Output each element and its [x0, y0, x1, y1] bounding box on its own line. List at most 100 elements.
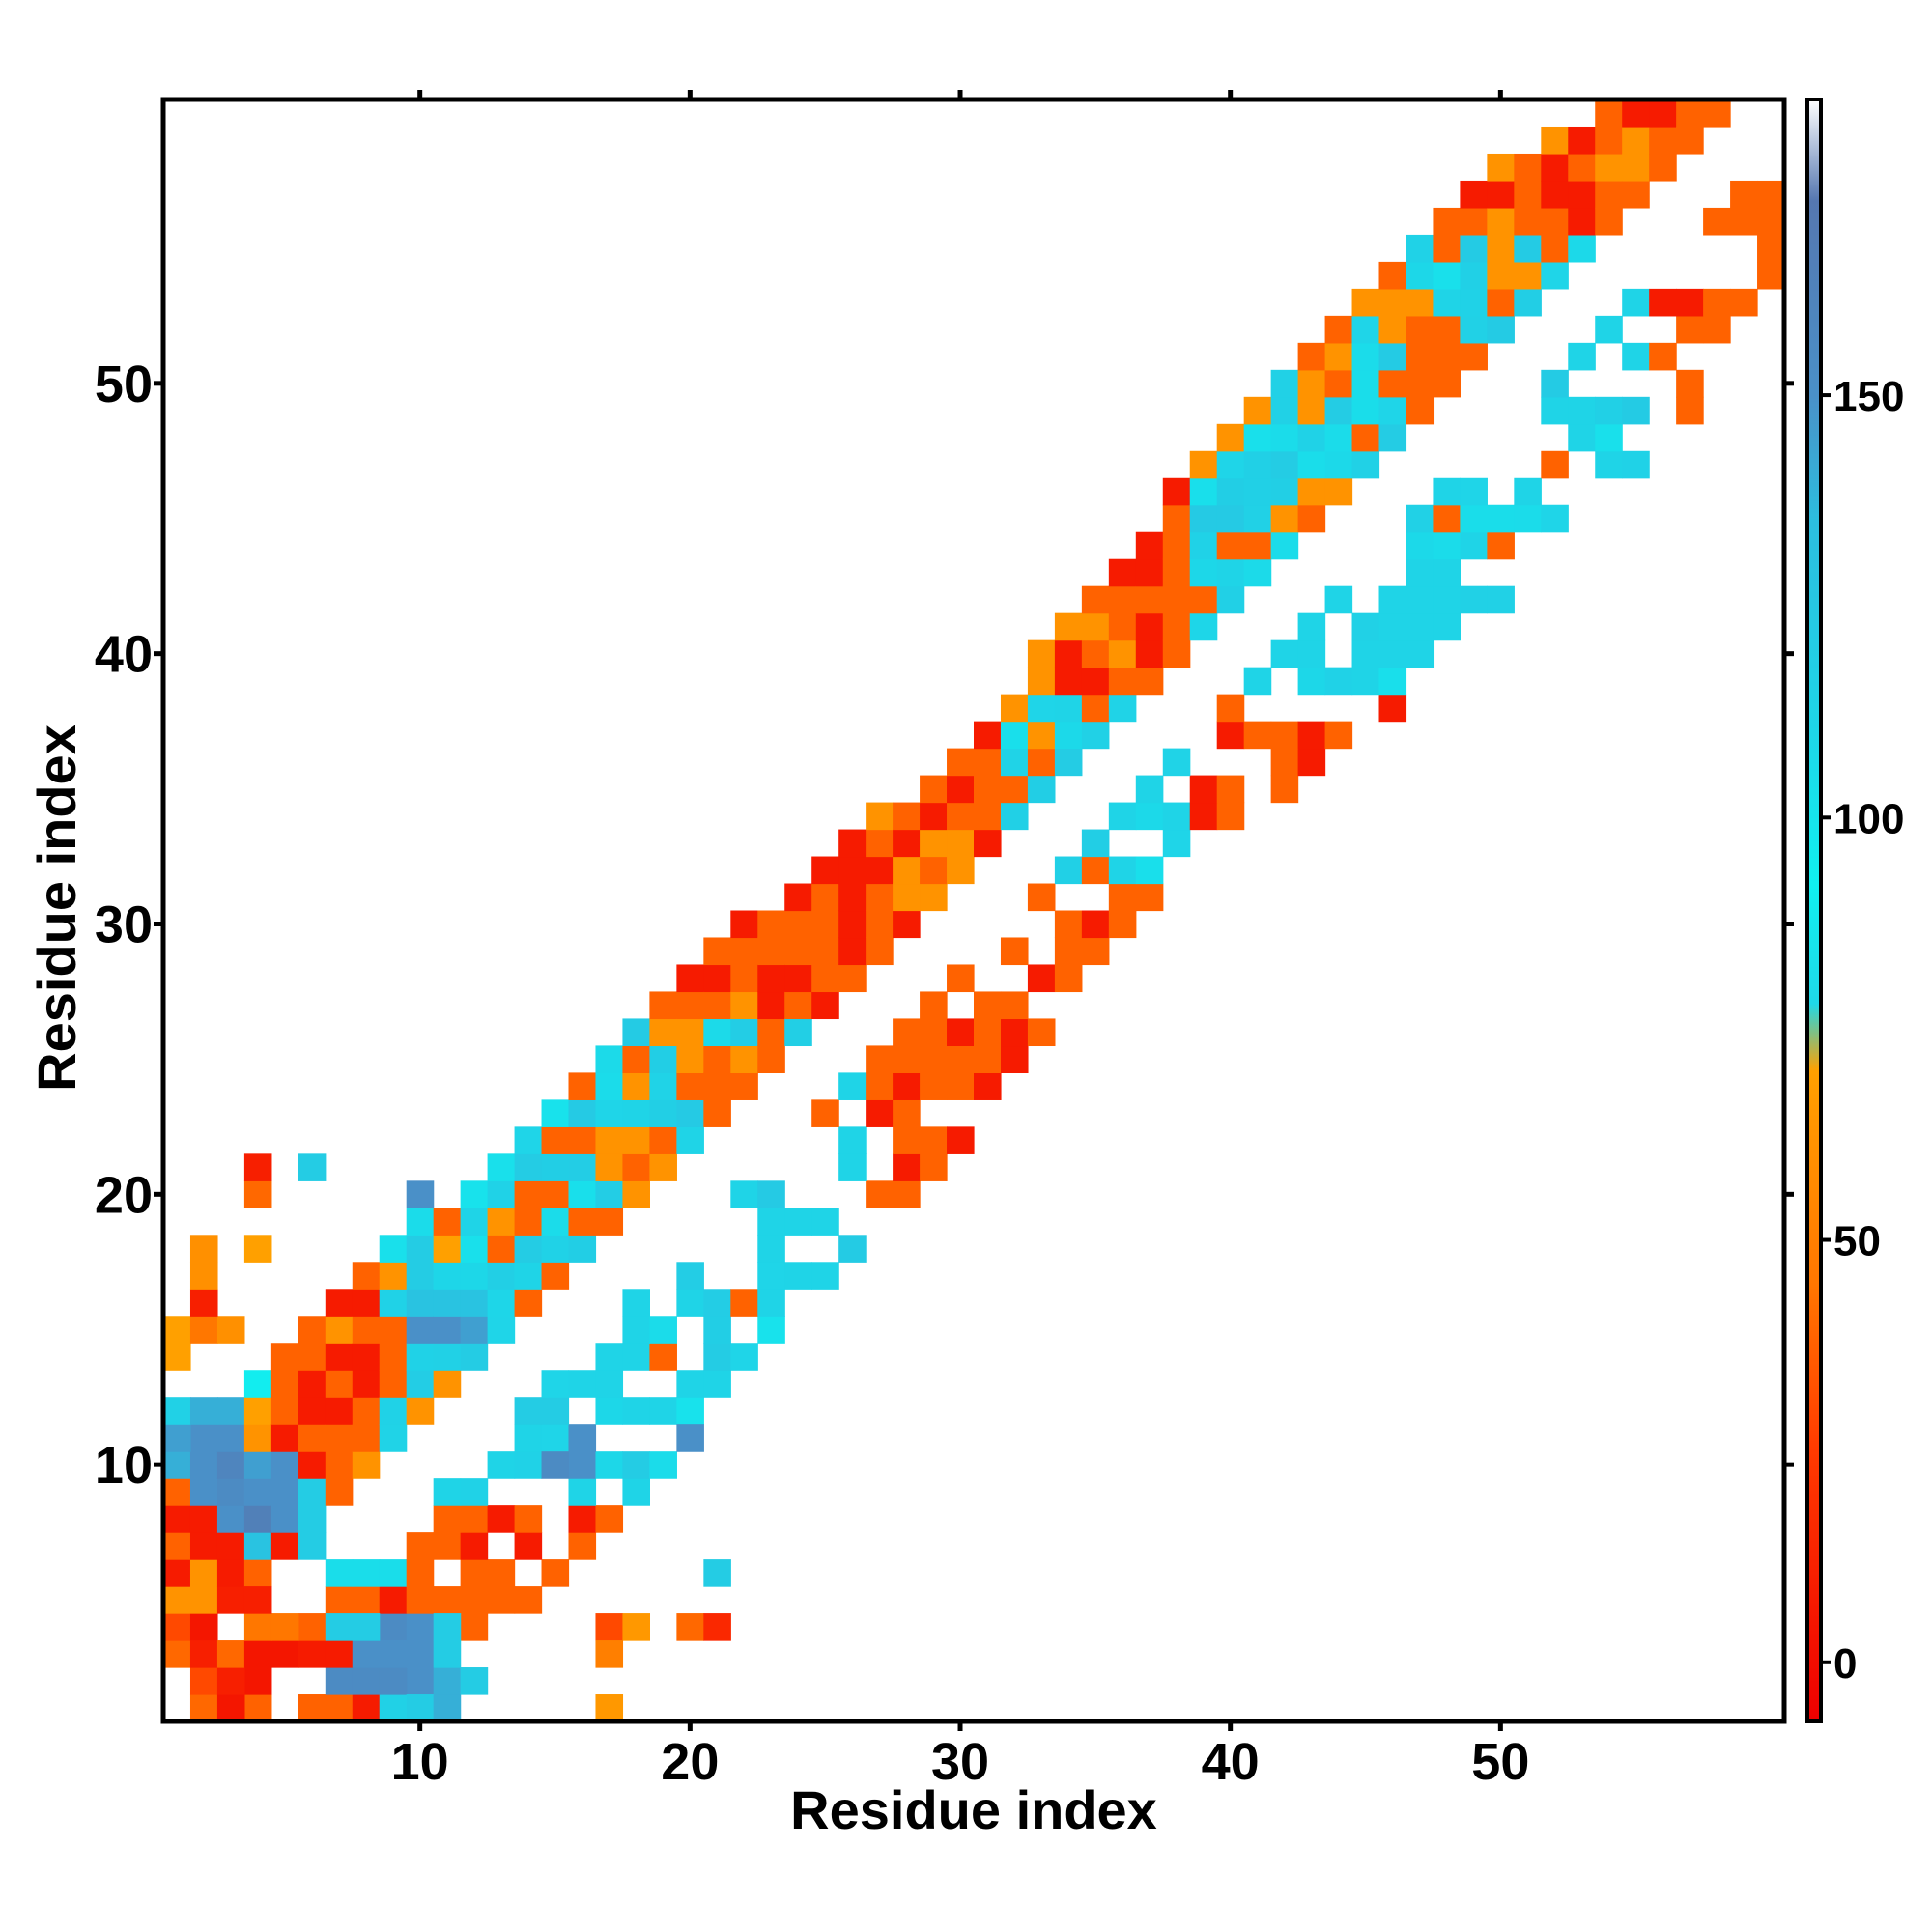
- heatmap-cell: [866, 1072, 894, 1100]
- heatmap-cell: [1541, 180, 1569, 209]
- heatmap-cell: [1081, 910, 1110, 939]
- heatmap-cell: [243, 1478, 272, 1506]
- heatmap-cell: [487, 1208, 516, 1236]
- heatmap-cell: [325, 1316, 354, 1344]
- heatmap-cell: [1297, 477, 1326, 506]
- heatmap-cell: [622, 1343, 650, 1371]
- heatmap-cell: [189, 1451, 218, 1479]
- heatmap-cell: [1324, 342, 1353, 371]
- heatmap-cell: [811, 1262, 839, 1290]
- heatmap-cell: [622, 1180, 650, 1208]
- heatmap-cell: [406, 1694, 435, 1722]
- heatmap-cell: [460, 1667, 489, 1695]
- heatmap-cell: [325, 1559, 354, 1587]
- heatmap-cell: [1622, 153, 1650, 182]
- heatmap-cell: [163, 1586, 191, 1614]
- heatmap-cell: [676, 991, 704, 1020]
- heatmap-cell: [298, 1397, 327, 1425]
- heatmap-cell: [1027, 1018, 1056, 1047]
- heatmap-cell: [1027, 721, 1056, 750]
- heatmap-cell: [757, 1208, 785, 1236]
- heatmap-cell: [1216, 721, 1245, 750]
- heatmap-cell: [216, 1559, 245, 1587]
- heatmap-cell: [1595, 153, 1623, 182]
- heatmap-cell: [1703, 99, 1731, 128]
- heatmap-cell: [433, 1370, 462, 1398]
- heatmap-cell: [460, 1180, 489, 1208]
- heatmap-cell: [1216, 531, 1245, 560]
- heatmap-cell: [270, 1640, 299, 1668]
- heatmap-cell: [1216, 694, 1245, 723]
- heatmap-cell: [1568, 153, 1596, 182]
- heatmap-cell: [406, 1613, 435, 1641]
- heatmap-cell: [541, 1180, 570, 1208]
- heatmap-cell: [460, 1316, 489, 1344]
- heatmap-cell: [1027, 639, 1056, 668]
- heatmap-cell: [460, 1613, 489, 1641]
- heatmap-cell: [270, 1478, 299, 1506]
- heatmap-cell: [893, 1126, 921, 1154]
- heatmap-cell: [1514, 288, 1542, 317]
- heatmap-cell: [1162, 477, 1191, 506]
- heatmap-cell: [757, 1316, 785, 1344]
- heatmap-cell: [1027, 883, 1056, 912]
- heatmap-cell: [243, 1667, 272, 1695]
- heatmap-cell: [1000, 802, 1029, 831]
- heatmap-cell: [947, 964, 975, 993]
- plot-frame: [160, 97, 1787, 1724]
- heatmap-cell: [1135, 531, 1164, 560]
- heatmap-cell: [352, 1370, 381, 1398]
- heatmap-cell: [514, 1262, 543, 1290]
- heatmap-cell: [216, 1667, 245, 1695]
- heatmap-cell: [270, 1370, 299, 1398]
- heatmap-cell: [703, 1072, 731, 1100]
- heatmap-cell: [1378, 369, 1407, 398]
- heatmap-cell: [1757, 234, 1785, 263]
- heatmap-cell: [1297, 504, 1326, 533]
- heatmap-cell: [1108, 883, 1137, 912]
- heatmap-cell: [1351, 612, 1380, 641]
- x-tick-label: 40: [1202, 1733, 1260, 1791]
- heatmap-cell: [1189, 477, 1218, 506]
- heatmap-cell: [487, 1316, 516, 1344]
- heatmap-cell: [730, 1072, 758, 1100]
- heatmap-cell: [1460, 288, 1488, 317]
- heatmap-cell: [1081, 829, 1110, 858]
- heatmap-cell: [1622, 99, 1650, 128]
- heatmap-cell: [189, 1235, 218, 1263]
- heatmap-cell: [1541, 126, 1569, 155]
- heatmap-cell: [406, 1316, 435, 1344]
- heatmap-cell: [1324, 477, 1353, 506]
- heatmap-cell: [730, 910, 758, 939]
- heatmap-cell: [1162, 558, 1191, 587]
- heatmap-cell: [1460, 477, 1488, 506]
- heatmap-cell: [811, 991, 839, 1020]
- heatmap-cell: [1433, 477, 1461, 506]
- heatmap-cell: [1676, 126, 1704, 155]
- heatmap-cell: [1378, 612, 1407, 641]
- heatmap-cell: [920, 1126, 948, 1154]
- heatmap-cell: [703, 991, 731, 1020]
- heatmap-cell: [1568, 126, 1596, 155]
- heatmap-cell: [947, 775, 975, 804]
- heatmap-cell: [1433, 234, 1461, 263]
- heatmap-cell: [811, 1208, 839, 1236]
- heatmap-cell: [1000, 775, 1029, 804]
- heatmap-cell: [1324, 667, 1353, 696]
- heatmap-cell: [487, 1153, 516, 1181]
- heatmap-cell: [298, 1424, 327, 1452]
- heatmap-cell: [1622, 450, 1650, 479]
- heatmap-cell: [1189, 775, 1218, 804]
- heatmap-cell: [893, 883, 921, 912]
- heatmap-cell: [947, 1018, 975, 1047]
- heatmap-cell: [920, 991, 948, 1020]
- heatmap-cell: [1351, 450, 1380, 479]
- heatmap-cell: [163, 1532, 191, 1560]
- heatmap-cell: [163, 1397, 191, 1425]
- heatmap-cell: [730, 1045, 758, 1073]
- heatmap-cell: [1406, 504, 1435, 533]
- heatmap-cell: [1433, 315, 1461, 344]
- heatmap-cell: [784, 1262, 812, 1290]
- heatmap-cell: [514, 1235, 543, 1263]
- heatmap-cell: [1676, 369, 1704, 398]
